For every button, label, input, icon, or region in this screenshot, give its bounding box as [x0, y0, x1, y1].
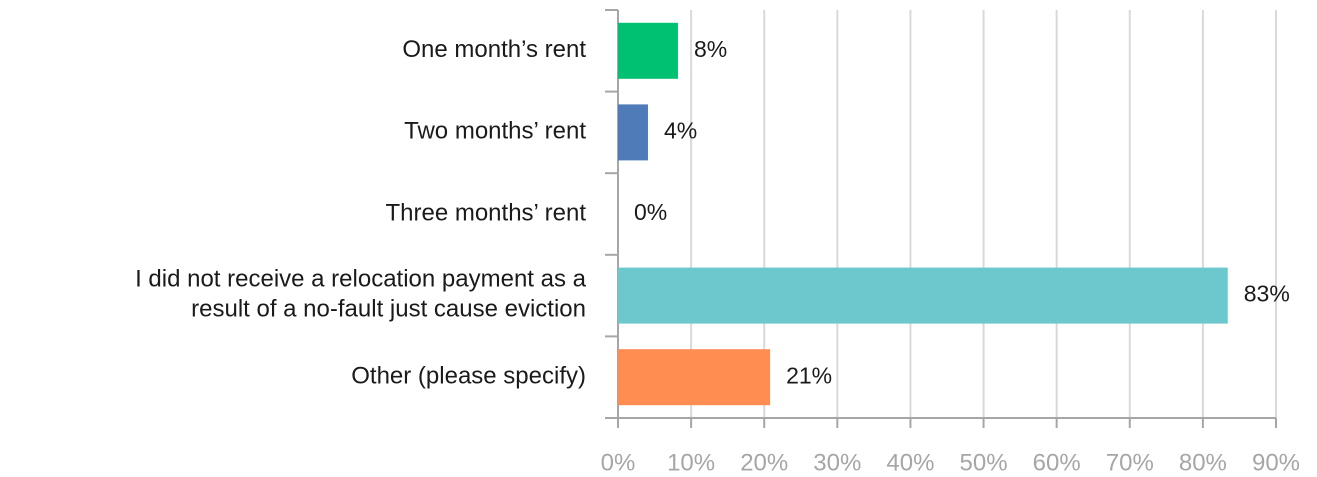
y-tick-label: Three months’ rent — [385, 199, 586, 226]
bar — [618, 104, 648, 161]
y-tick-label: I did not receive a relocation payment a… — [135, 266, 587, 323]
data-label: 8% — [694, 36, 727, 62]
bar — [618, 267, 1228, 324]
x-tick-label: 30% — [813, 449, 861, 476]
x-tick-label: 10% — [667, 449, 715, 476]
x-tick-label: 80% — [1179, 449, 1227, 476]
data-label: 4% — [664, 117, 697, 143]
x-tick-label: 40% — [886, 449, 934, 476]
data-label: 21% — [786, 362, 832, 388]
data-label: 0% — [634, 199, 667, 225]
x-tick-label: 0% — [601, 449, 636, 476]
x-tick-label: 70% — [1106, 449, 1154, 476]
bar — [618, 349, 771, 406]
x-tick-label: 90% — [1252, 449, 1300, 476]
y-tick-label: Two months’ rent — [404, 118, 586, 145]
y-tick-label: One month’s rent — [402, 36, 586, 63]
bar — [618, 22, 678, 79]
y-tick-label: Other (please specify) — [351, 363, 586, 390]
x-tick-label: 20% — [740, 449, 788, 476]
data-label: 83% — [1244, 281, 1290, 307]
x-tick-label: 50% — [960, 449, 1008, 476]
x-tick-label: 60% — [1033, 449, 1081, 476]
